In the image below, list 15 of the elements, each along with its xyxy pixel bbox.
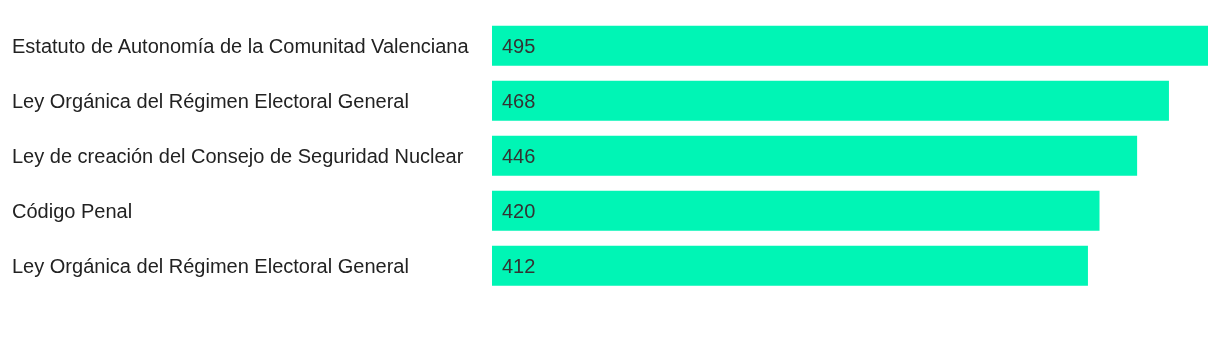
data-label: 420 <box>502 199 536 222</box>
bar <box>492 135 1138 176</box>
bar <box>492 190 1100 231</box>
y-tick-label: Estatuto de Autonomía de la Comunitad Valenciana <box>12 34 470 57</box>
y-tick-label: Ley Orgánica del Régimen Electoral General <box>12 254 409 277</box>
y-tick-label: Ley de creación del Consejo de Seguridad Nuclear <box>12 144 464 167</box>
data-label: 412 <box>502 254 536 277</box>
data-label: 446 <box>502 144 536 167</box>
y-tick-label: Ley Orgánica del Régimen Electoral General <box>12 89 409 112</box>
data-label: 468 <box>502 89 536 112</box>
y-tick-label: Código Penal <box>12 199 133 222</box>
bar <box>492 80 1169 121</box>
bar <box>492 245 1088 286</box>
data-label: 495 <box>502 34 536 57</box>
bar <box>492 25 1208 66</box>
